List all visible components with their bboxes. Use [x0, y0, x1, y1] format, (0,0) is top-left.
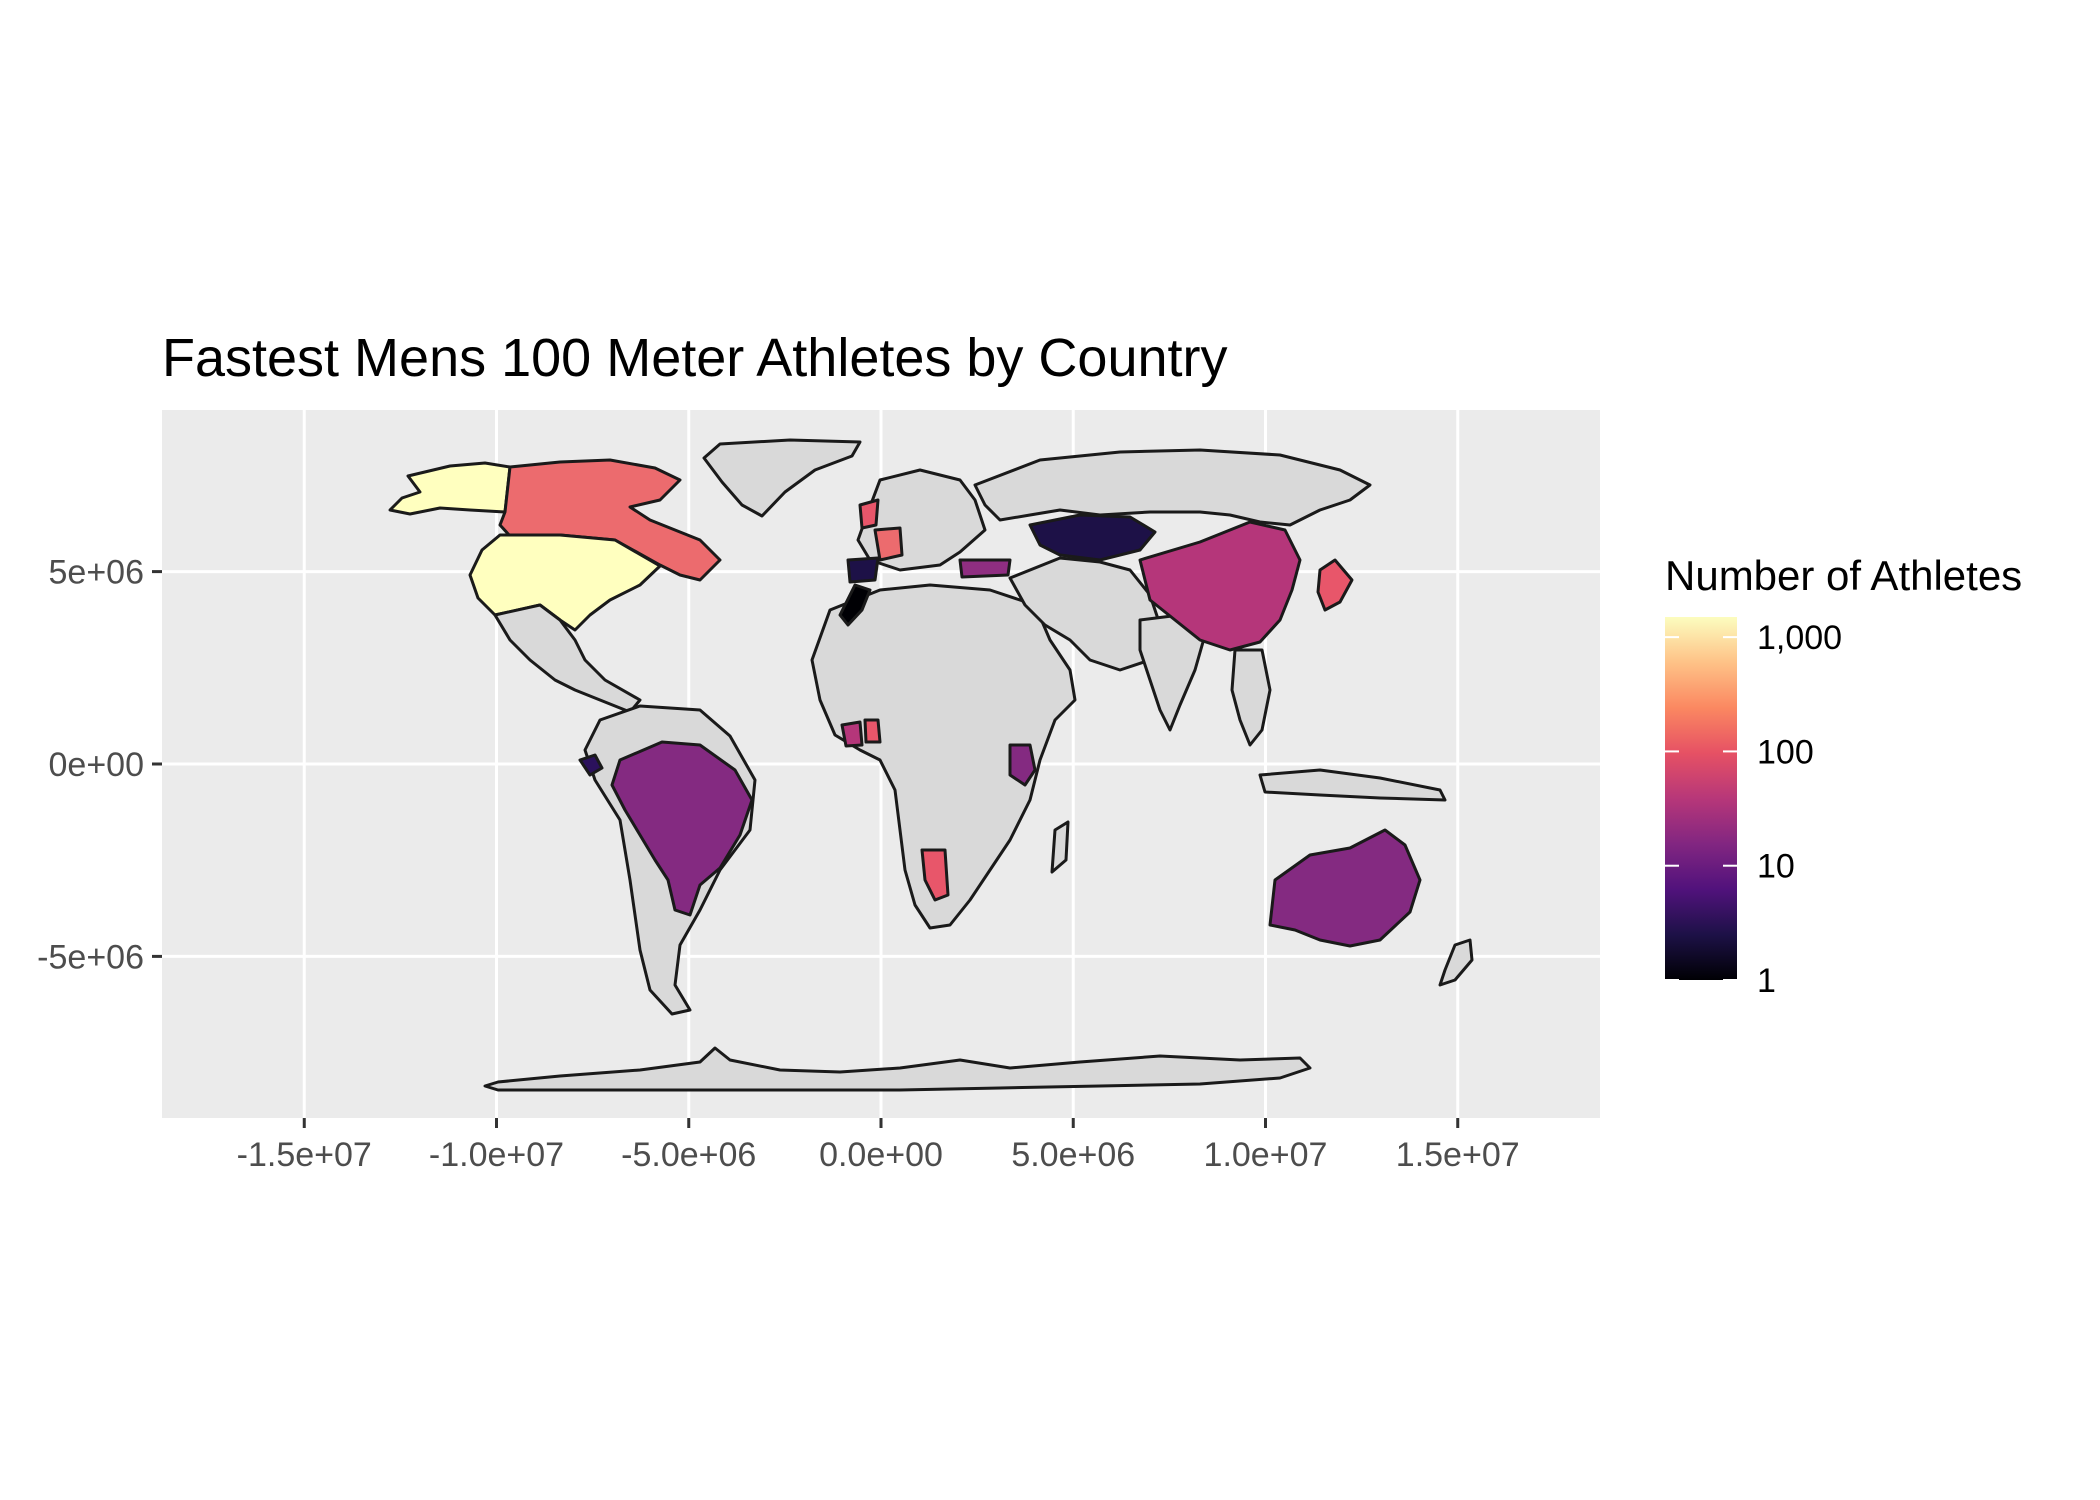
- country-japan: [1316, 558, 1354, 612]
- country-usa: [468, 533, 662, 632]
- legend-title: Number of Athletes: [1665, 552, 2022, 599]
- y-tick-label-0: 5e+06: [49, 554, 145, 592]
- x-tick-label-1: -1.0e+07: [429, 1136, 564, 1174]
- legend-break-label-0: 1,000: [1757, 619, 1842, 657]
- y-tick-label-2: -5e+06: [37, 938, 144, 976]
- country-antarctica: [483, 1046, 1312, 1092]
- axis-tick-labels: -1.5e+07 -1.0e+07 -5.0e+06 0.0e+00 5.0e+06 1.…: [37, 554, 1519, 1174]
- x-tick-label-6: 1.5e+07: [1396, 1136, 1520, 1174]
- legend-break-label-1: 100: [1757, 733, 1814, 771]
- country-china: [1138, 520, 1302, 652]
- x-tick-label-4: 5.0e+06: [1011, 1136, 1135, 1174]
- country-indonesia: [1258, 768, 1447, 802]
- country-alaska: [388, 461, 512, 516]
- legend-breaks: 1,000 100 10 1: [1665, 619, 1842, 1000]
- x-tick-label-5: 1.0e+07: [1204, 1136, 1328, 1174]
- x-tick-label-0: -1.5e+07: [237, 1136, 372, 1174]
- country-kazakhstan: [1028, 513, 1157, 562]
- country-cote-divoire: [840, 720, 864, 748]
- x-tick-label-2: -5.0e+06: [621, 1136, 756, 1174]
- country-kenya: [1008, 743, 1037, 787]
- chart-title: Fastest Mens 100 Meter Athletes by Count…: [162, 328, 1228, 388]
- legend-break-label-2: 10: [1757, 848, 1795, 886]
- country-ghana: [863, 718, 882, 744]
- x-tick-label-3: 0.0e+00: [819, 1136, 943, 1174]
- country-madagascar: [1050, 820, 1070, 874]
- country-namibia: [920, 848, 950, 902]
- country-morocco: [838, 583, 872, 627]
- country-shapes: [388, 438, 1474, 1092]
- country-spain: [846, 556, 880, 584]
- legend-colorbar: [1665, 617, 1737, 980]
- country-turkey: [958, 558, 1012, 579]
- country-uk: [858, 498, 880, 530]
- y-tick-label-1: 0e+00: [49, 746, 145, 784]
- country-ecuador: [578, 753, 604, 777]
- colorbar-legend: Number of Athletes 1,000 100 10 1: [1665, 552, 2022, 1000]
- country-france: [873, 526, 904, 562]
- country-southeast-asia: [1230, 648, 1272, 747]
- country-mexico: [493, 603, 642, 714]
- country-australia: [1268, 828, 1422, 948]
- country-russia: [973, 448, 1372, 527]
- country-greenland: [702, 438, 862, 518]
- legend-break-label-3: 1: [1757, 962, 1776, 1000]
- country-new-zealand: [1438, 938, 1474, 987]
- axis-ticks: [152, 570, 1460, 1128]
- country-brazil: [610, 740, 754, 917]
